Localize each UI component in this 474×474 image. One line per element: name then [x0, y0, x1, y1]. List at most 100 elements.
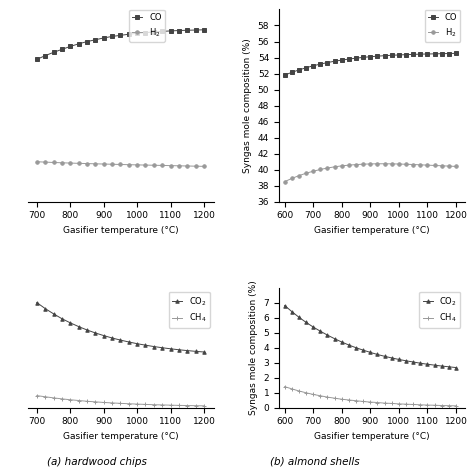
H$_2$: [446, 163, 452, 169]
CH$_4$: [367, 399, 373, 405]
CH$_4$: [332, 395, 337, 401]
H$_2$: [168, 163, 173, 168]
CO: [76, 41, 82, 47]
H$_2$: [151, 163, 157, 168]
CH$_4$: [92, 399, 98, 405]
CO: [446, 51, 452, 56]
CO: [126, 31, 132, 37]
CO$_2$: [425, 361, 430, 367]
CH$_4$: [193, 403, 199, 409]
CO$_2$: [109, 335, 115, 341]
H$_2$: [126, 162, 132, 167]
CO: [143, 30, 148, 36]
Line: CO$_2$: CO$_2$: [283, 304, 458, 369]
Line: CO$_2$: CO$_2$: [35, 301, 206, 354]
CH$_4$: [318, 393, 323, 399]
CH$_4$: [310, 392, 316, 397]
CH$_4$: [382, 400, 387, 406]
CO: [318, 61, 323, 67]
CO$_2$: [151, 344, 157, 349]
CO$_2$: [318, 328, 323, 334]
CH$_4$: [418, 402, 423, 408]
H$_2$: [193, 164, 199, 169]
CH$_4$: [403, 401, 409, 407]
CO: [410, 52, 416, 57]
CH$_4$: [168, 402, 173, 408]
CH$_4$: [396, 401, 401, 407]
H$_2$: [176, 163, 182, 169]
CO$_2$: [360, 347, 366, 353]
CO$_2$: [76, 324, 82, 329]
CO$_2$: [118, 337, 123, 343]
CO$_2$: [84, 327, 90, 333]
H$_2$: [403, 162, 409, 167]
H$_2$: [296, 173, 302, 179]
CO$_2$: [353, 345, 359, 351]
CH$_4$: [439, 403, 445, 409]
CH$_4$: [67, 397, 73, 402]
CO: [193, 27, 199, 33]
CO$_2$: [34, 300, 40, 305]
H$_2$: [92, 161, 98, 167]
H$_2$: [84, 161, 90, 166]
CH$_4$: [59, 396, 65, 401]
CO: [84, 39, 90, 45]
X-axis label: Gasifier temperature (°C): Gasifier temperature (°C): [64, 432, 179, 441]
CO: [403, 52, 409, 57]
H$_2$: [201, 164, 207, 169]
CO$_2$: [382, 354, 387, 359]
CH$_4$: [134, 401, 140, 407]
CH$_4$: [296, 388, 302, 394]
H$_2$: [453, 164, 459, 169]
H$_2$: [439, 163, 445, 169]
H$_2$: [289, 175, 295, 181]
CO: [360, 55, 366, 60]
CO: [339, 57, 345, 63]
CH$_4$: [126, 401, 132, 407]
CO$_2$: [184, 348, 190, 354]
CO: [67, 44, 73, 49]
CO: [118, 33, 123, 38]
CO: [159, 28, 165, 34]
CH$_4$: [109, 400, 115, 406]
CO: [109, 34, 115, 39]
CH$_4$: [159, 402, 165, 408]
CH$_4$: [34, 393, 40, 399]
CO: [346, 56, 352, 62]
CH$_4$: [118, 401, 123, 406]
CO: [184, 27, 190, 33]
CO: [332, 58, 337, 64]
H$_2$: [367, 161, 373, 167]
CO: [396, 52, 401, 58]
Line: CH$_4$: CH$_4$: [282, 384, 458, 408]
CO$_2$: [59, 316, 65, 321]
CO: [425, 51, 430, 57]
H$_2$: [410, 162, 416, 167]
CO: [382, 53, 387, 58]
CO: [389, 53, 394, 58]
H$_2$: [67, 160, 73, 166]
CO: [101, 35, 107, 41]
H$_2$: [346, 162, 352, 168]
CO: [168, 28, 173, 34]
H$_2$: [101, 161, 107, 167]
H$_2$: [353, 162, 359, 167]
CO$_2$: [134, 341, 140, 346]
CO$_2$: [432, 362, 438, 368]
CO: [374, 53, 380, 59]
CO$_2$: [310, 324, 316, 330]
CO: [325, 60, 330, 65]
X-axis label: Gasifier temperature (°C): Gasifier temperature (°C): [64, 226, 179, 235]
CO$_2$: [42, 306, 48, 311]
X-axis label: Gasifier temperature (°C): Gasifier temperature (°C): [314, 432, 429, 441]
CO: [310, 63, 316, 69]
CO$_2$: [453, 365, 459, 370]
CH$_4$: [446, 403, 452, 409]
CH$_4$: [282, 384, 288, 390]
CO$_2$: [289, 309, 295, 314]
Text: (b) almond shells: (b) almond shells: [270, 456, 360, 466]
CO$_2$: [168, 346, 173, 352]
CO: [282, 73, 288, 78]
CO$_2$: [201, 349, 207, 355]
H$_2$: [418, 162, 423, 168]
